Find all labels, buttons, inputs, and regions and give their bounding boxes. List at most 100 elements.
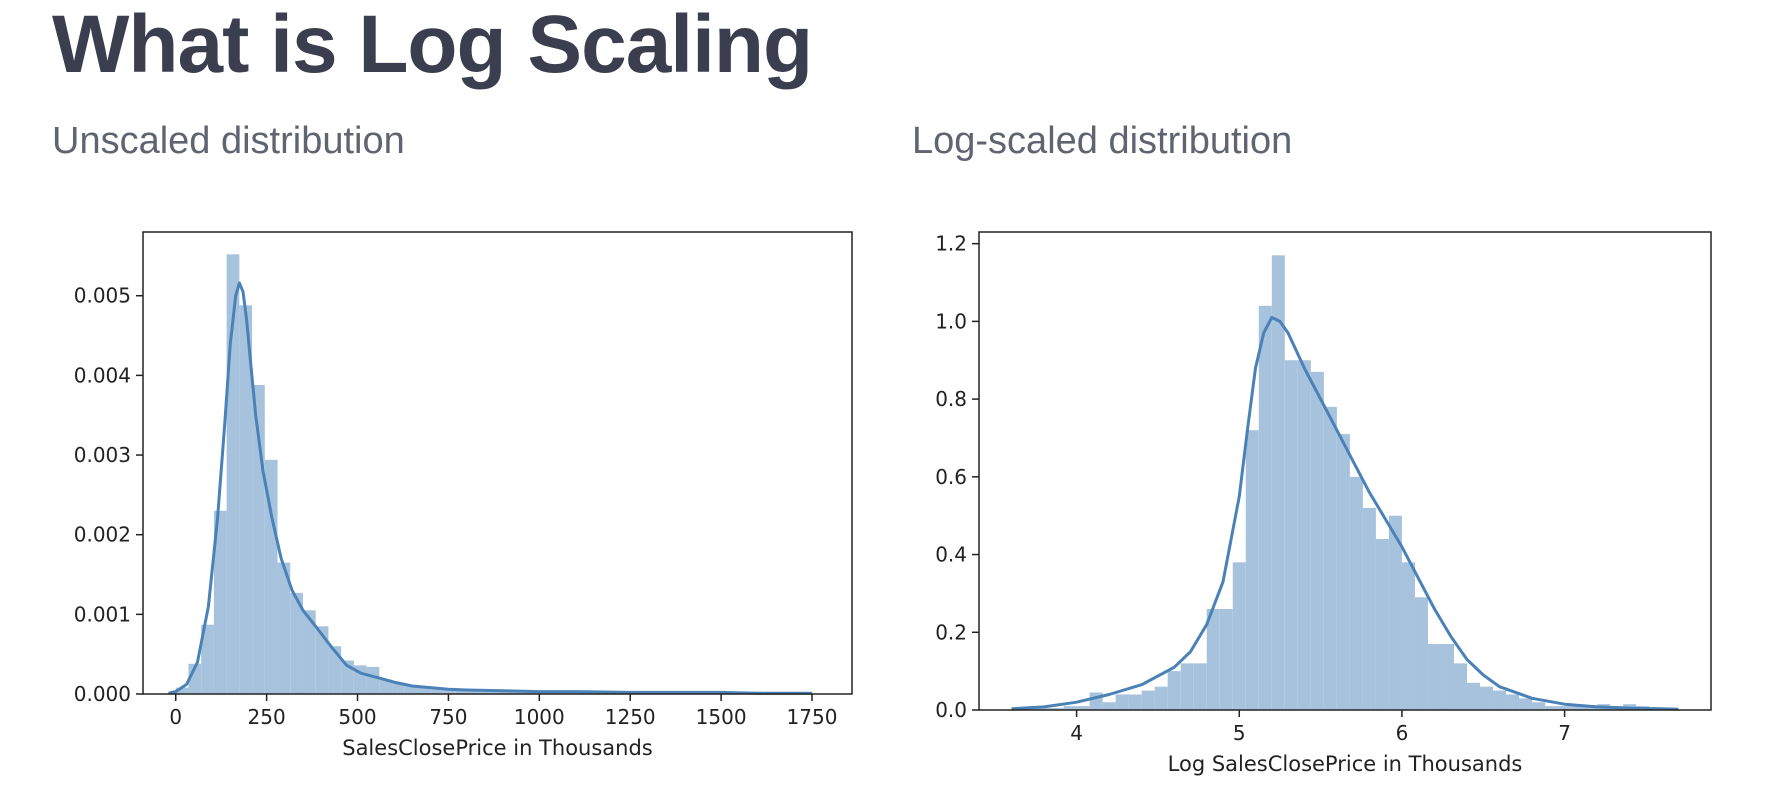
histogram-bar — [315, 626, 329, 694]
histogram-bar — [1336, 434, 1350, 710]
histogram-bar — [277, 562, 291, 694]
histogram-bar — [1571, 706, 1585, 710]
histogram-bar — [1506, 694, 1520, 710]
histogram-bar — [1206, 608, 1220, 710]
histogram-bar — [1401, 562, 1415, 710]
y-tick-label: 1.2 — [935, 232, 967, 256]
y-tick-label: 0.2 — [935, 620, 967, 644]
histogram-bar — [455, 689, 469, 694]
histogram-bar — [213, 510, 227, 694]
histogram-bar — [1480, 686, 1494, 710]
histogram-bar — [1141, 690, 1155, 710]
unscaled-subtitle: Unscaled distribution — [52, 120, 405, 162]
histogram-bar — [1532, 702, 1546, 710]
histogram-bar — [1063, 706, 1077, 710]
x-tick-label: 4 — [1070, 721, 1083, 745]
x-axis-label: Log SalesClosePrice in Thousands — [1168, 752, 1523, 776]
x-tick-label: 0 — [169, 705, 182, 729]
x-tick-label: 1750 — [787, 705, 838, 729]
histogram-bar — [557, 692, 571, 694]
x-tick-label: 750 — [429, 705, 467, 729]
kde-curve-line — [168, 281, 812, 695]
histogram-bar — [481, 690, 494, 694]
histogram-bar — [264, 459, 278, 694]
x-tick-label: 1250 — [605, 705, 656, 729]
x-tick-label: 1500 — [696, 705, 747, 729]
histogram-bar — [1584, 706, 1598, 710]
histogram-bar — [1349, 476, 1363, 710]
y-tick-label: 0.000 — [74, 682, 131, 706]
histogram-bar — [417, 686, 431, 694]
histogram-bar — [1375, 539, 1389, 710]
y-tick-label: 0.0 — [935, 698, 967, 722]
histogram-bar — [1388, 515, 1402, 710]
histogram-bar — [493, 690, 507, 694]
histogram-bar — [290, 592, 303, 694]
x-tick-label: 5 — [1233, 721, 1246, 745]
histogram-bar — [404, 686, 418, 694]
histogram-bar — [468, 690, 482, 694]
histogram-bar — [1076, 706, 1090, 710]
y-tick-label: 0.001 — [74, 602, 131, 626]
histogram-bar — [519, 691, 533, 694]
histogram-bar — [1310, 371, 1324, 710]
histogram-bar — [1180, 663, 1194, 710]
histogram-bar — [1493, 690, 1507, 710]
histogram-bar — [430, 687, 443, 694]
histogram-bar — [1453, 663, 1467, 710]
y-tick-label: 0.8 — [935, 387, 967, 411]
histogram-bar — [1193, 663, 1207, 710]
histogram-bar — [1414, 597, 1428, 710]
histogram-bar — [1219, 608, 1233, 710]
y-tick-label: 0.005 — [74, 284, 131, 308]
histogram-bar — [1102, 702, 1116, 710]
histogram-bar — [1245, 430, 1259, 710]
y-tick-label: 0.002 — [74, 523, 131, 547]
histogram-bar — [239, 305, 253, 694]
x-tick-label: 500 — [338, 705, 376, 729]
histogram-bar — [1167, 671, 1181, 710]
histogram-bar — [1519, 698, 1533, 710]
histogram-bar — [1128, 694, 1142, 710]
histogram-bar — [1467, 682, 1481, 710]
histogram-bar — [570, 692, 583, 694]
histogram-bar — [328, 646, 342, 694]
y-tick-label: 0.4 — [935, 543, 967, 567]
histogram-bar — [1154, 686, 1168, 710]
plot-frame — [142, 231, 853, 695]
histogram-bar — [1362, 507, 1376, 710]
x-tick-label: 250 — [248, 705, 286, 729]
histogram-bar — [1297, 360, 1311, 710]
page-title: What is Log Scaling — [52, 0, 813, 90]
histogram-bar — [366, 666, 380, 694]
histogram-bar — [1115, 694, 1129, 710]
histogram-bar — [1037, 708, 1051, 710]
y-tick-label: 0.003 — [74, 443, 131, 467]
y-tick-label: 0.6 — [935, 465, 967, 489]
histogram-bar — [1427, 643, 1441, 710]
plot-frame — [978, 231, 1712, 711]
logscaled-subtitle: Log-scaled distribution — [912, 120, 1293, 162]
kde-curve-line — [1011, 316, 1679, 711]
histogram-bar — [1323, 406, 1337, 710]
x-tick-label: 1000 — [514, 705, 565, 729]
histogram-bar — [379, 679, 393, 694]
histogram-bar — [1271, 255, 1285, 710]
histogram-bar — [1258, 305, 1272, 710]
x-tick-label: 7 — [1558, 721, 1571, 745]
y-tick-label: 0.004 — [74, 363, 131, 387]
y-tick-label: 1.0 — [935, 309, 967, 333]
histogram-bar — [302, 610, 316, 694]
x-tick-label: 6 — [1396, 721, 1409, 745]
histogram-bar — [1545, 706, 1559, 710]
histogram-bar — [1284, 360, 1298, 710]
histogram-bar — [1440, 643, 1454, 710]
histogram-bar — [1232, 562, 1246, 710]
histogram-bar — [442, 688, 456, 694]
histogram-bar — [1558, 706, 1572, 710]
histogram-bar — [201, 624, 214, 694]
histogram-bar — [1050, 708, 1064, 710]
histogram-bar — [392, 682, 405, 694]
x-axis-label: SalesClosePrice in Thousands — [342, 736, 653, 760]
